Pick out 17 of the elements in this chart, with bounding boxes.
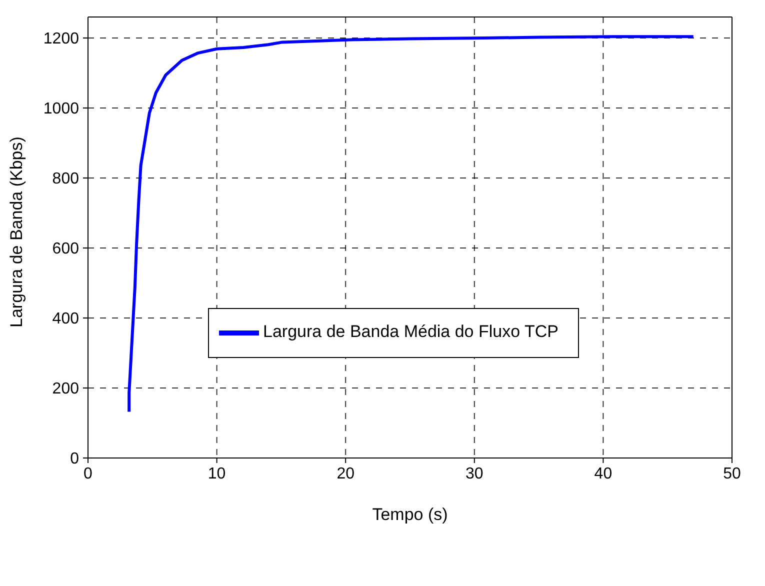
y-tick-label: 1200	[43, 30, 80, 48]
x-tick-label: 0	[84, 465, 93, 482]
x-tick-label: 10	[208, 465, 226, 482]
y-tick-label: 600	[52, 240, 80, 258]
y-axis-title: Largura de Banda (Kbps)	[7, 136, 26, 328]
x-tick-label: 30	[466, 465, 484, 482]
y-tick-label: 1000	[43, 100, 80, 118]
legend-label: Largura de Banda Média do Fluxo TCP	[263, 322, 558, 342]
x-tick-label: 50	[723, 465, 741, 482]
y-tick-label: 0	[70, 450, 80, 468]
x-axis-title: Tempo (s)	[372, 505, 448, 524]
y-tick-label: 200	[52, 380, 80, 398]
x-tick-label: 40	[594, 465, 612, 482]
x-tick-label: 20	[336, 465, 355, 482]
y-tick-label: 400	[52, 310, 80, 328]
y-tick-label: 800	[52, 170, 80, 188]
line-series	[128, 35, 695, 414]
